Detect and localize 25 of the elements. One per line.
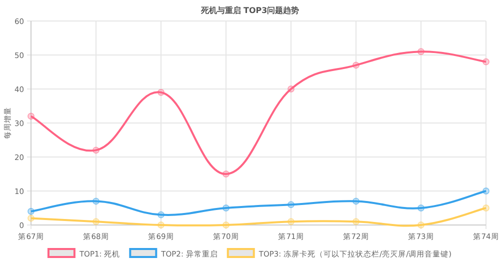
point	[222, 204, 230, 212]
point	[352, 62, 360, 69]
point	[92, 218, 100, 226]
point	[28, 208, 34, 215]
chart-title: 死机与重启 TOP3问题趋势	[200, 5, 300, 15]
point	[288, 201, 294, 208]
point	[482, 188, 490, 194]
point	[222, 170, 230, 178]
point	[158, 88, 164, 96]
point	[28, 112, 34, 120]
point	[418, 48, 424, 56]
point	[482, 58, 490, 66]
point	[92, 198, 100, 205]
point	[92, 146, 100, 154]
point	[288, 86, 294, 92]
point	[158, 211, 164, 218]
point	[352, 198, 360, 205]
point	[352, 218, 360, 226]
point	[418, 222, 424, 228]
point	[482, 204, 490, 212]
point	[158, 222, 164, 228]
point	[418, 204, 424, 212]
point	[288, 218, 294, 226]
point	[222, 222, 230, 228]
point	[28, 214, 34, 222]
